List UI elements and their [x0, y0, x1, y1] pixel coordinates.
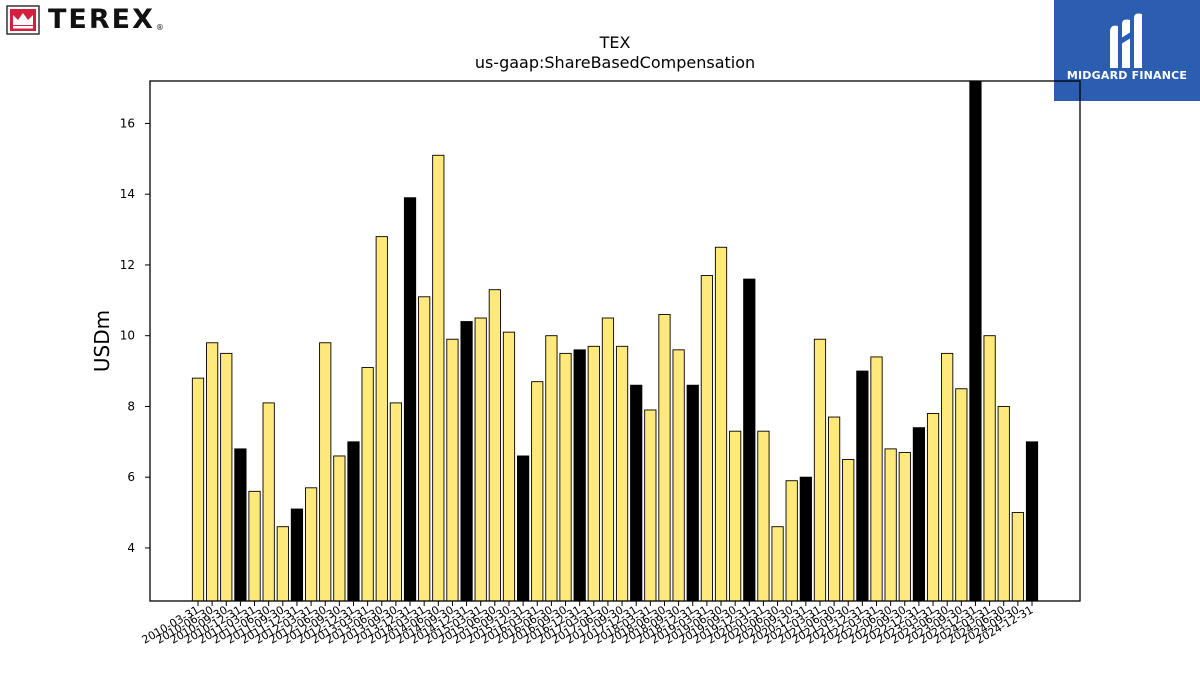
- bar-2015-12-31: [517, 455, 530, 602]
- brand-name: TEREX: [48, 4, 155, 35]
- bar-2022-06-30: [884, 448, 897, 602]
- bar-2021-03-31: [813, 338, 827, 602]
- bar-2016-03-31: [531, 381, 544, 602]
- bar-2024-12-31: [1025, 441, 1039, 602]
- bar-2024-09-30: [1011, 512, 1024, 602]
- bar-2018-09-30: [672, 349, 685, 602]
- bar-2015-03-31: [474, 317, 487, 602]
- bar-2012-06-30: [319, 342, 332, 602]
- bar-2017-06-30: [601, 317, 615, 602]
- bar-2019-03-31: [700, 275, 713, 602]
- bar-2020-09-30: [785, 480, 798, 602]
- bar-2022-12-31: [912, 427, 926, 602]
- y-tick-label: 4: [127, 541, 135, 555]
- bar-2017-12-31: [630, 384, 643, 602]
- bar-2023-12-31: [969, 80, 982, 602]
- bar-2019-09-30: [729, 430, 742, 602]
- bar-2023-09-30: [955, 388, 968, 602]
- chart-title: TEX: [599, 33, 631, 52]
- terex-crown-icon: [6, 5, 40, 35]
- terex-logo: TEREX ®: [6, 5, 164, 35]
- bar-2019-06-30: [714, 246, 728, 602]
- bar-2016-06-30: [545, 335, 558, 602]
- bar-2010-06-30: [206, 342, 219, 602]
- y-axis-label: USDm: [90, 310, 114, 372]
- y-tick-label: 16: [120, 116, 135, 130]
- bar-2018-03-31: [644, 409, 657, 602]
- bar-2022-03-31: [870, 356, 883, 602]
- bar-2013-12-31: [403, 197, 417, 602]
- bar-2020-03-31: [757, 430, 770, 602]
- plot-frame: [149, 80, 1081, 602]
- bar-2021-06-30: [828, 416, 841, 602]
- bar-2017-03-31: [587, 345, 600, 602]
- bar-2024-03-31: [983, 335, 996, 602]
- bar-2010-12-31: [234, 448, 247, 602]
- bar-2023-03-31: [926, 413, 940, 602]
- badge-text: MIDGARD FINANCE: [1066, 69, 1188, 82]
- bar-2016-09-30: [559, 352, 572, 602]
- bar-2013-06-30: [375, 236, 388, 602]
- bar-2015-09-30: [502, 331, 516, 602]
- bar-2015-06-30: [488, 289, 501, 602]
- bar-2010-09-30: [220, 352, 233, 602]
- bar-2017-09-30: [615, 345, 629, 602]
- bar-2020-12-31: [799, 476, 812, 602]
- brand-registered-mark: ®: [155, 23, 164, 32]
- y-ticks-group: 4 6 8 10 12 14 16: [120, 116, 150, 555]
- bar-2013-03-31: [361, 367, 374, 602]
- bar-2014-09-30: [446, 338, 459, 602]
- chart-subtitle: us-gaap:ShareBasedCompensation: [475, 53, 755, 72]
- bar-2012-09-30: [333, 455, 346, 602]
- y-tick-label: 8: [127, 399, 135, 413]
- bar-2013-09-30: [389, 402, 402, 602]
- bar-2018-06-30: [658, 314, 671, 602]
- x-ticks-group: 2010-03-312010-06-302010-09-302010-12-31…: [140, 601, 1036, 647]
- bar-2014-06-30: [432, 154, 445, 602]
- bar-2011-06-30: [262, 402, 275, 602]
- bar-2014-03-31: [418, 296, 431, 602]
- bar-2021-12-31: [856, 370, 869, 602]
- bar-2016-12-31: [573, 349, 586, 602]
- y-tick-label: 14: [120, 187, 135, 201]
- bar-2011-03-31: [248, 490, 261, 602]
- bars-group: [191, 80, 1039, 602]
- bar-2020-06-30: [771, 526, 784, 602]
- bar-2018-12-31: [686, 384, 699, 602]
- y-tick-label: 6: [127, 470, 135, 484]
- midgard-finance-badge: MIDGARD FINANCE: [1054, 0, 1200, 101]
- bar-2019-12-31: [743, 278, 756, 602]
- bar-2014-12-31: [460, 321, 473, 602]
- bar-2023-06-30: [941, 352, 954, 602]
- bar-2012-12-31: [347, 441, 360, 602]
- midgard-m-icon: [1110, 13, 1142, 69]
- bar-2012-03-31: [304, 487, 318, 602]
- bar-2011-12-31: [290, 508, 304, 602]
- bar-2024-06-30: [997, 405, 1010, 602]
- bar-2011-09-30: [276, 526, 289, 602]
- bar-2010-03-31: [191, 377, 205, 602]
- y-tick-label: 10: [120, 329, 135, 343]
- bar-2022-09-30: [898, 451, 911, 602]
- y-tick-label: 12: [120, 258, 135, 272]
- bar-2021-09-30: [842, 459, 855, 602]
